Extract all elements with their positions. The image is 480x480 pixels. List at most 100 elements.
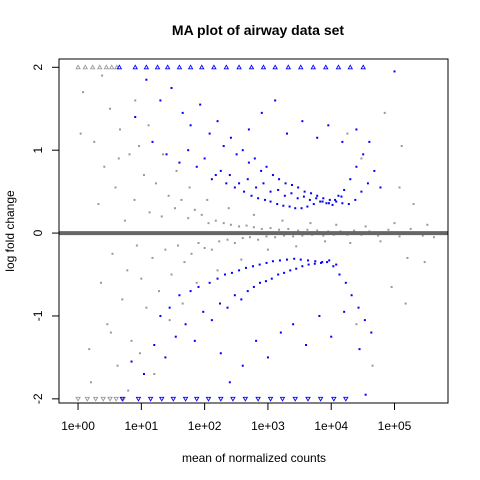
series-1-point-131 <box>404 302 407 305</box>
series-2-point-19 <box>335 64 342 70</box>
series-2-point-46 <box>181 111 184 114</box>
series-1-point-5 <box>99 281 102 284</box>
series-1-point-89 <box>75 396 81 402</box>
series-1-point-80 <box>409 227 412 230</box>
x-tick-label: 1e+03 <box>251 419 285 433</box>
series-2-point-28 <box>193 396 200 402</box>
series-1-point-43 <box>210 248 213 251</box>
series-2-point-98 <box>355 165 358 168</box>
series-2-point-9 <box>211 64 217 70</box>
series-1-point-17 <box>130 339 133 342</box>
series-2-point-143 <box>202 310 205 313</box>
series-2-point-34 <box>267 396 274 402</box>
series-2-point-205 <box>219 352 222 355</box>
series-2-point-102 <box>151 140 154 143</box>
series-2-point-134 <box>274 99 277 102</box>
series-1-point-99 <box>109 331 112 334</box>
series-2-point-117 <box>283 194 286 197</box>
series-2-point-150 <box>252 285 255 288</box>
series-2-point-141 <box>184 323 187 326</box>
series-2-point-128 <box>301 120 304 123</box>
series-2-point-199 <box>318 314 321 317</box>
series-2-point-2 <box>132 64 138 70</box>
series-1-point-45 <box>218 240 221 243</box>
series-1-point-33 <box>177 244 180 247</box>
series-2-point-131 <box>341 140 344 143</box>
series-2-point-49 <box>208 132 211 135</box>
series-1-point-52 <box>245 224 248 227</box>
series-1-point-12 <box>119 128 121 131</box>
series-2-point-85 <box>276 203 279 206</box>
series-2-point-50 <box>216 120 219 123</box>
series-1-point-84 <box>89 64 96 70</box>
series-2-point-74 <box>366 182 369 185</box>
series-1-point-116 <box>252 213 255 216</box>
series-2-point-182 <box>293 257 296 260</box>
series-2-point-159 <box>307 263 310 266</box>
series-1-point-124 <box>364 225 367 228</box>
series-1-point-66 <box>306 228 309 231</box>
series-1-point-27 <box>157 290 160 293</box>
series-1-point-41 <box>203 246 206 249</box>
series-2-point-56 <box>253 157 256 160</box>
series-1-point-107 <box>168 319 171 322</box>
series-1-point-63 <box>292 235 295 238</box>
series-1-point-10 <box>114 186 117 189</box>
series-1-point-125 <box>379 240 382 243</box>
series-1-point-122 <box>335 223 338 226</box>
series-2-point-183 <box>299 258 302 261</box>
series-2-point-173 <box>230 271 233 274</box>
series-2-point-203 <box>241 364 244 367</box>
series-2-point-1 <box>116 64 123 70</box>
series-1-point-54 <box>252 226 255 229</box>
series-1-point-111 <box>195 281 198 284</box>
series-2-point-136 <box>130 360 133 363</box>
series-2-point-15 <box>285 64 292 70</box>
series-2-point-111 <box>238 182 241 185</box>
series-2-point-125 <box>334 198 337 201</box>
series-1-point-130 <box>360 157 363 160</box>
series-2-point-155 <box>283 271 286 274</box>
series-1-point-128 <box>398 186 401 189</box>
series-2-point-5 <box>164 64 171 70</box>
series-1-point-44 <box>214 219 217 222</box>
series-2-point-167 <box>357 306 360 309</box>
series-2-point-90 <box>306 205 309 208</box>
series-2-point-151 <box>259 281 262 284</box>
series-2-point-105 <box>187 149 190 152</box>
series-1-point-123 <box>349 242 352 245</box>
x-tick-label: 1e+01 <box>124 419 158 433</box>
series-2-point-33 <box>255 396 261 402</box>
series-1-point-48 <box>229 223 232 226</box>
series-1-point-96 <box>79 132 82 135</box>
series-2-point-99 <box>362 153 365 156</box>
series-2-point-123 <box>321 200 324 203</box>
series-2-point-6 <box>176 64 183 70</box>
series-2-point-174 <box>238 269 241 272</box>
series-2-point-112 <box>246 178 249 181</box>
x-tick-label: 1e+00 <box>61 419 95 433</box>
series-1-point-105 <box>153 372 156 375</box>
series-1-point-37 <box>190 252 193 255</box>
series-1-point-64 <box>297 229 300 232</box>
series-2-point-177 <box>258 263 261 266</box>
y-tick-label: 1 <box>31 147 45 154</box>
series-1-point-59 <box>274 236 277 239</box>
series-2-point-29 <box>205 396 212 402</box>
series-2-point-93 <box>325 202 328 205</box>
series-2-point-58 <box>265 165 268 168</box>
series-2-point-140 <box>174 335 177 338</box>
series-2-point-72 <box>354 198 357 201</box>
series-2-point-118 <box>290 192 293 195</box>
series-1-point-118 <box>281 219 284 222</box>
series-2-point-57 <box>260 169 263 172</box>
series-2-point-104 <box>178 161 181 164</box>
series-2-point-168 <box>363 319 366 322</box>
series-1-point-19 <box>135 244 138 247</box>
series-1-point-121 <box>324 240 327 243</box>
series-2-point-43 <box>145 78 148 81</box>
series-1-point-134 <box>432 236 435 239</box>
series-2-point-14 <box>272 64 278 70</box>
series-2-point-200 <box>330 335 333 338</box>
